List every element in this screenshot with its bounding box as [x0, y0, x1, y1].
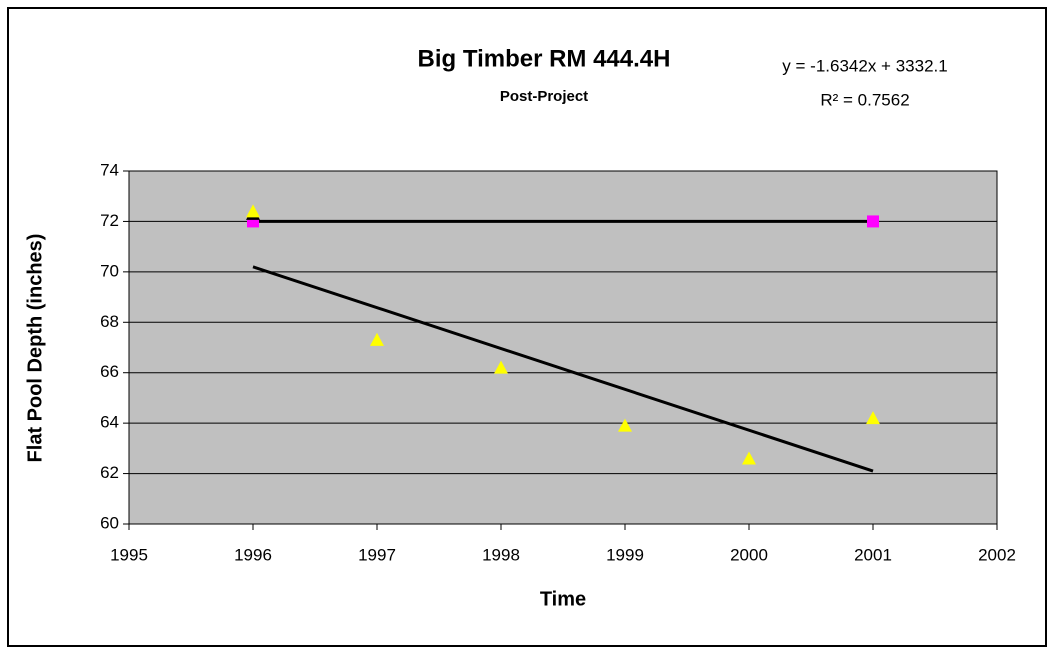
y-tick-label: 74	[100, 160, 119, 179]
x-tick-label: 1995	[110, 545, 148, 564]
x-tick-label: 2002	[978, 545, 1016, 564]
y-tick-label: 64	[100, 413, 119, 432]
x-axis-title: Time	[540, 588, 586, 610]
triangle-marker	[618, 418, 632, 432]
square-marker	[867, 215, 879, 228]
x-tick-label: 1998	[482, 545, 520, 564]
triangle-marker	[866, 411, 880, 425]
trend-r-squared: R² = 0.7562	[820, 90, 909, 109]
triangle-marker	[742, 451, 756, 465]
x-tick-label: 1996	[234, 545, 272, 564]
y-tick-label: 70	[100, 261, 119, 280]
y-tick-label: 72	[100, 211, 119, 230]
plot-area	[129, 171, 997, 524]
y-tick-label: 66	[100, 362, 119, 381]
x-tick-label: 1999	[606, 545, 644, 564]
x-tick-label: 1997	[358, 545, 396, 564]
trend-equation: y = -1.6342x + 3332.1	[782, 56, 947, 75]
y-tick-label: 68	[100, 312, 119, 331]
chart-title: Big Timber RM 444.4H	[418, 45, 671, 72]
triangle-marker	[494, 360, 508, 374]
series-line	[252, 265, 874, 473]
triangle-marker	[370, 332, 384, 346]
plot-border	[128, 170, 998, 525]
chart-subtitle: Post-Project	[500, 88, 588, 105]
y-tick-label: 62	[100, 463, 119, 482]
y-axis-title: Flat Pool Depth (inches)	[24, 234, 46, 463]
triangle-marker	[246, 204, 260, 218]
x-tick-label: 2001	[854, 545, 892, 564]
x-tick-label: 2000	[730, 545, 768, 564]
y-tick-label: 60	[100, 513, 119, 532]
